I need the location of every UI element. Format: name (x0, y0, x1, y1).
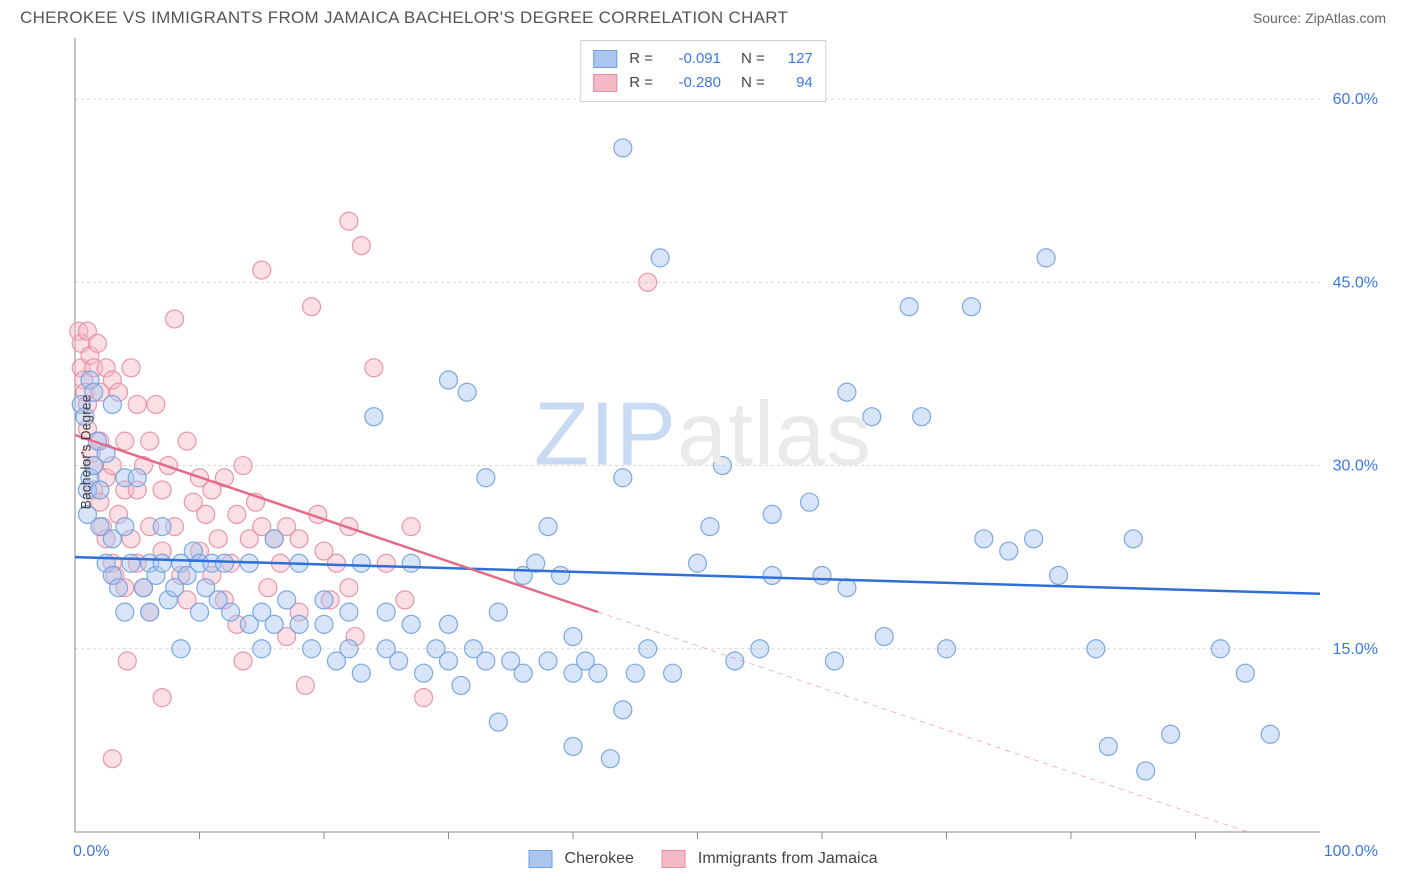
svg-text:45.0%: 45.0% (1333, 274, 1378, 291)
stat-n-jamaica: 94 (777, 71, 813, 95)
chart-container: 15.0%30.0%45.0%60.0%0.0%100.0% ZIPatlas … (20, 32, 1386, 872)
svg-text:15.0%: 15.0% (1333, 641, 1378, 658)
svg-text:100.0%: 100.0% (1324, 843, 1378, 860)
legend-label-jamaica: Immigrants from Jamaica (698, 850, 878, 868)
stat-n-cherokee: 127 (777, 47, 813, 71)
header: CHEROKEE VS IMMIGRANTS FROM JAMAICA BACH… (0, 0, 1406, 32)
svg-text:0.0%: 0.0% (73, 843, 109, 860)
swatch-jamaica (662, 850, 686, 868)
source-attribution: Source: ZipAtlas.com (1253, 10, 1386, 26)
stat-r-jamaica: -0.280 (665, 71, 721, 95)
stat-n-label: N = (741, 71, 765, 95)
legend-item-cherokee: Cherokee (529, 850, 634, 868)
svg-text:60.0%: 60.0% (1333, 91, 1378, 108)
stat-r-label: R = (629, 47, 653, 71)
stat-r-cherokee: -0.091 (665, 47, 721, 71)
legend-label-cherokee: Cherokee (565, 850, 634, 868)
bottom-legend: Cherokee Immigrants from Jamaica (529, 850, 878, 868)
stats-legend-box: R = -0.091 N = 127 R = -0.280 N = 94 (580, 40, 826, 102)
swatch-cherokee (593, 50, 617, 68)
svg-text:30.0%: 30.0% (1333, 458, 1378, 475)
stat-r-label: R = (629, 71, 653, 95)
swatch-cherokee (529, 850, 553, 868)
source-link[interactable]: ZipAtlas.com (1305, 10, 1386, 26)
swatch-jamaica (593, 74, 617, 92)
scatter-chart: 15.0% 30.0% 45.0% 60.0% 0.0% 100.0% (20, 32, 1386, 872)
stat-n-label: N = (741, 47, 765, 71)
chart-title: CHEROKEE VS IMMIGRANTS FROM JAMAICA BACH… (20, 8, 788, 28)
y-axis-label: Bachelor's Degree (77, 395, 93, 510)
stats-row-jamaica: R = -0.280 N = 94 (593, 71, 813, 95)
legend-item-jamaica: Immigrants from Jamaica (662, 850, 878, 868)
stats-row-cherokee: R = -0.091 N = 127 (593, 47, 813, 71)
source-prefix: Source: (1253, 10, 1305, 26)
